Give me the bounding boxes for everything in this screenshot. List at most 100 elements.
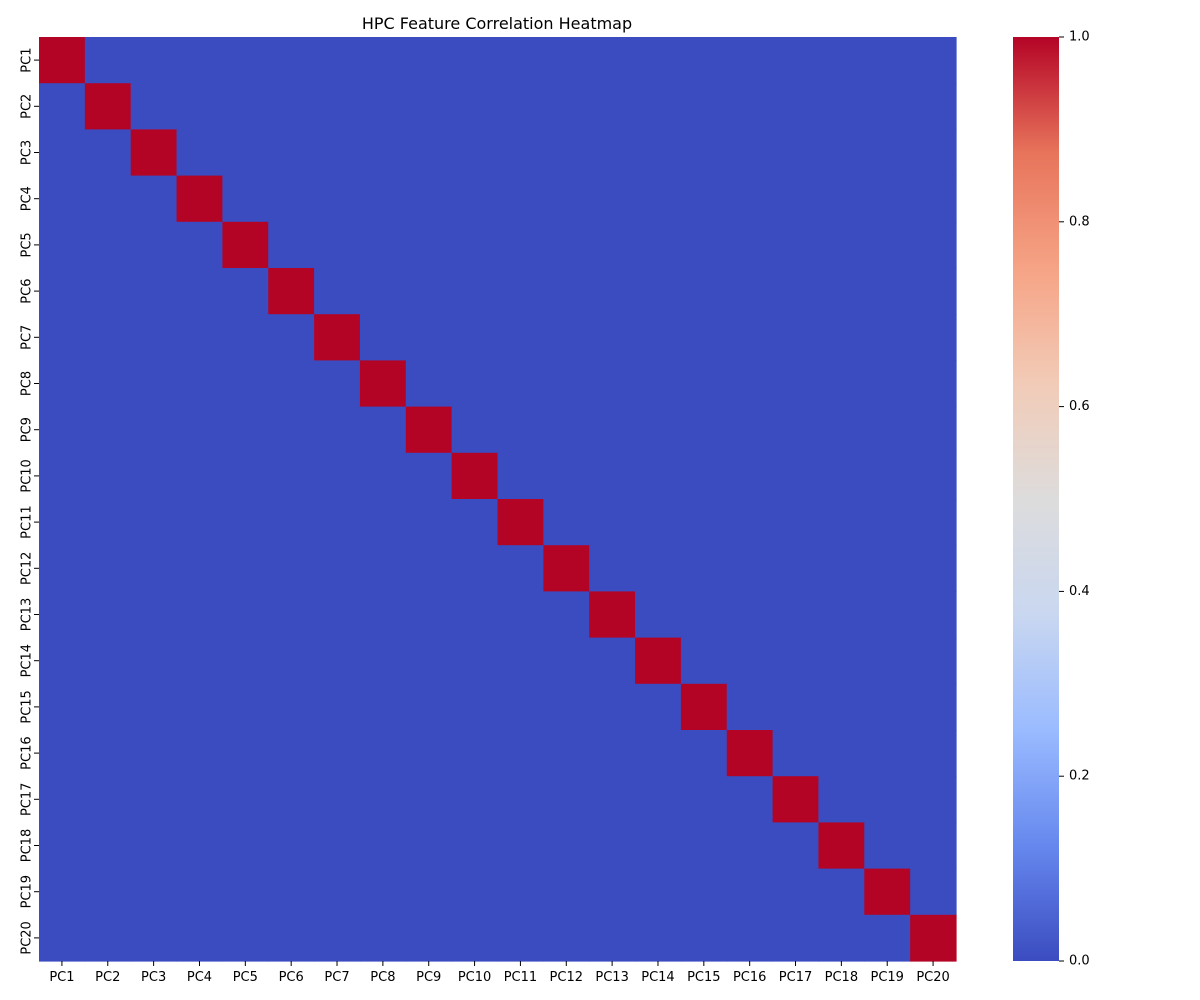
- heatmap-cell: [910, 637, 957, 685]
- heatmap-cell: [314, 545, 361, 592]
- heatmap-cell: [864, 452, 911, 500]
- heatmap-cell: [864, 499, 911, 546]
- heatmap-cell: [451, 83, 499, 130]
- x-tick-label: PC17: [779, 970, 812, 985]
- heatmap-cell: [635, 637, 682, 685]
- heatmap-cell: [680, 822, 728, 870]
- heatmap-cell: [635, 268, 682, 315]
- heatmap-cell: [818, 268, 865, 315]
- heatmap-cell: [680, 314, 728, 361]
- heatmap-cell: [497, 822, 544, 870]
- heatmap-cell: [268, 268, 315, 315]
- y-tick-label: PC9: [20, 417, 35, 442]
- heatmap-cell: [864, 221, 911, 269]
- heatmap-cell: [84, 637, 132, 685]
- heatmap-cell: [39, 637, 86, 685]
- heatmap-cell: [314, 914, 361, 962]
- heatmap-cell: [635, 175, 682, 223]
- heatmap-cell: [130, 730, 178, 777]
- heatmap-cell: [359, 822, 407, 870]
- heatmap-cell: [39, 499, 86, 546]
- heatmap-cell: [635, 591, 682, 639]
- heatmap-cell: [359, 221, 407, 269]
- heatmap-cell: [543, 83, 590, 130]
- y-tick-label: PC11: [20, 505, 35, 538]
- heatmap-cell: [359, 499, 407, 546]
- heatmap-cell: [176, 83, 223, 130]
- heatmap-cell: [39, 452, 86, 500]
- y-tick-label: PC13: [20, 598, 35, 631]
- heatmap-cell: [910, 914, 957, 962]
- y-tick-label: PC3: [20, 140, 35, 165]
- heatmap-cell: [176, 637, 223, 685]
- heatmap-cell: [726, 360, 774, 408]
- heatmap-cell: [222, 776, 269, 823]
- heatmap-cell: [451, 314, 499, 361]
- heatmap-cell: [130, 637, 178, 685]
- heatmap-cell: [910, 314, 957, 361]
- heatmap-cell: [451, 268, 499, 315]
- heatmap-cell: [818, 37, 865, 84]
- heatmap-cell: [497, 129, 544, 177]
- heatmap-cell: [772, 591, 820, 639]
- y-tick-label: PC19: [20, 875, 35, 908]
- heatmap-cell: [726, 314, 774, 361]
- heatmap-cell: [772, 499, 820, 546]
- heatmap-cell: [39, 268, 86, 315]
- colorbar-tick-label: 1.0: [1069, 30, 1090, 45]
- heatmap-cell: [405, 545, 453, 592]
- x-axis-ticks: PC1 PC2 PC3 PC4 PC5 PC6 PC7 PC8 PC9 PC10 PC11 PC12 P…: [49, 961, 950, 985]
- x-tick-label: PC5: [233, 970, 258, 985]
- heatmap-cell: [222, 406, 269, 454]
- heatmap-cell: [497, 730, 544, 777]
- heatmap-cell: [314, 314, 361, 361]
- heatmap-cell: [497, 37, 544, 84]
- heatmap-cell: [543, 360, 590, 408]
- heatmap-cell: [864, 360, 911, 408]
- heatmap-cell: [405, 314, 453, 361]
- heatmap-cell: [910, 129, 957, 177]
- heatmap-cell: [726, 637, 774, 685]
- heatmap-cell: [635, 545, 682, 592]
- colorbar: 0.0 0.2 0.4 0.6 0.8 1.0: [1013, 30, 1090, 969]
- heatmap-cell: [84, 452, 132, 500]
- heatmap-cell: [680, 868, 728, 916]
- y-tick-label: PC20: [20, 921, 35, 954]
- x-tick-label: PC4: [187, 970, 212, 985]
- heatmap-cell: [497, 868, 544, 916]
- heatmap-cell: [451, 452, 499, 500]
- heatmap-cell: [176, 914, 223, 962]
- heatmap-cell: [635, 406, 682, 454]
- x-tick-label: PC12: [550, 970, 583, 985]
- heatmap-cell: [589, 591, 636, 639]
- heatmap-cell: [268, 360, 315, 408]
- heatmap-cell: [910, 868, 957, 916]
- heatmap-cell: [84, 83, 132, 130]
- heatmap-cell: [130, 37, 178, 84]
- heatmap-cell: [497, 314, 544, 361]
- x-tick-label: PC16: [733, 970, 766, 985]
- heatmap-cell: [176, 37, 223, 84]
- heatmap-cell: [359, 452, 407, 500]
- heatmap-cell: [268, 730, 315, 777]
- heatmap-cell: [772, 37, 820, 84]
- heatmap-cell: [589, 268, 636, 315]
- heatmap-cell: [314, 730, 361, 777]
- heatmap-cell: [314, 268, 361, 315]
- heatmap-cell: [864, 776, 911, 823]
- heatmap-cell: [451, 868, 499, 916]
- heatmap-cell: [589, 637, 636, 685]
- x-tick-label: PC19: [870, 970, 903, 985]
- chart-title: HPC Feature Correlation Heatmap: [362, 14, 632, 33]
- heatmap-cell: [543, 637, 590, 685]
- heatmap-cell: [222, 360, 269, 408]
- heatmap-cell: [405, 452, 453, 500]
- heatmap-cell: [130, 314, 178, 361]
- heatmap-cell: [130, 268, 178, 315]
- heatmap-cell: [497, 452, 544, 500]
- heatmap-cell: [680, 637, 728, 685]
- heatmap-cell: [222, 37, 269, 84]
- heatmap-cell: [726, 914, 774, 962]
- y-axis-ticks: PC1 PC2 PC3 PC4 PC5 PC6 PC7 PC8 PC9 PC10 PC11 PC12 P…: [20, 48, 39, 955]
- heatmap-cell: [497, 914, 544, 962]
